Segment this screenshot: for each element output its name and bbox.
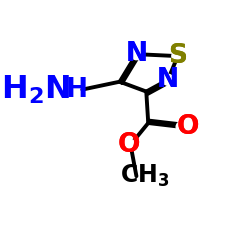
Text: O: O [117,132,140,158]
Circle shape [131,49,142,60]
Text: N: N [157,67,179,93]
Text: S: S [168,43,187,69]
Circle shape [126,140,136,150]
Circle shape [172,50,184,62]
Text: O: O [176,114,199,140]
Text: O: O [117,132,140,158]
Text: O: O [176,114,199,140]
Text: N: N [157,67,179,93]
Text: H: H [66,76,88,102]
Text: N: N [126,41,148,67]
Circle shape [162,74,173,85]
Text: $\mathregular{H_2N}$: $\mathregular{H_2N}$ [1,74,70,106]
Text: N: N [126,41,148,67]
Text: S: S [168,43,187,69]
Text: $\mathregular{CH_3}$: $\mathregular{CH_3}$ [120,163,169,189]
Circle shape [176,122,187,132]
